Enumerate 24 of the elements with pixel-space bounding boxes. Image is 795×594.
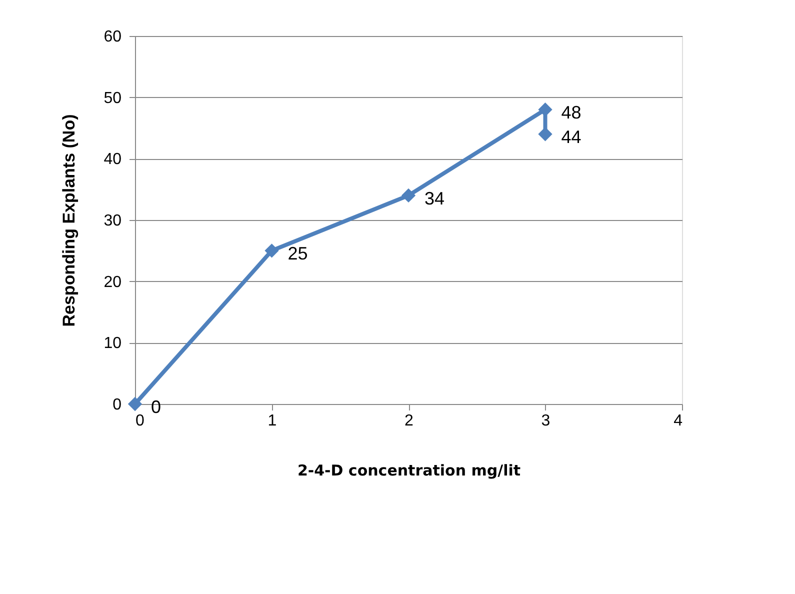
point [128, 396, 142, 412]
y-tick-label: 0 [112, 396, 122, 414]
x-tick-label: 0 [136, 412, 144, 430]
point [264, 244, 279, 258]
point [401, 188, 416, 203]
y-tick-label: 50 [104, 90, 122, 107]
data-label: 44 [561, 127, 582, 148]
y-tick-label: 40 [104, 151, 122, 168]
data-label: 48 [561, 102, 582, 123]
data-label: 34 [424, 188, 445, 208]
y-tick-label: 60 [104, 28, 122, 46]
y-tick-label: 20 [104, 274, 122, 291]
y-tick-label: 30 [104, 212, 122, 230]
data-label: 0 [151, 397, 162, 417]
x-axis-title: 2-4-D concentration mg/lit [297, 462, 521, 480]
y-tick-label: 10 [104, 335, 122, 352]
x-tick-label: 2 [404, 412, 414, 430]
data-label: 25 [288, 244, 308, 264]
x-tick-label: 4 [674, 412, 683, 430]
x-tick-label: 3 [541, 412, 550, 430]
y-axis-title: Responding Explants (No) [60, 114, 79, 327]
point [538, 127, 552, 142]
x-tick-label: 1 [268, 412, 277, 430]
point [538, 102, 552, 117]
